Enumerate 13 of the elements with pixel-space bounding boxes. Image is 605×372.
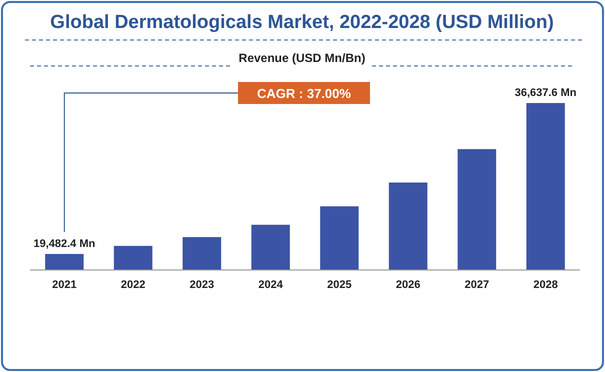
- x-tick-label: 2023: [190, 278, 214, 291]
- x-tick-label: 2022: [120, 278, 146, 291]
- data-label: 19,482.4 Mn: [33, 238, 96, 250]
- chart-subtitle: Revenue (USD Mn/Bn): [238, 51, 366, 65]
- annotation: CAGR : 37.00%: [257, 86, 352, 101]
- x-tick-label: 2024: [258, 278, 284, 291]
- x-tick-label: 2027: [464, 278, 490, 291]
- chart-title: Global Dermatologicals Market, 2022-2028 (USD Million): [50, 12, 554, 33]
- x-tick-label: 2025: [327, 278, 352, 291]
- x-tick-label: 2028: [533, 278, 558, 291]
- x-tick-label: 2026: [396, 278, 420, 291]
- x-tick-label: 2021: [52, 278, 77, 291]
- data-label: 36,637.6 Mn: [514, 87, 577, 100]
